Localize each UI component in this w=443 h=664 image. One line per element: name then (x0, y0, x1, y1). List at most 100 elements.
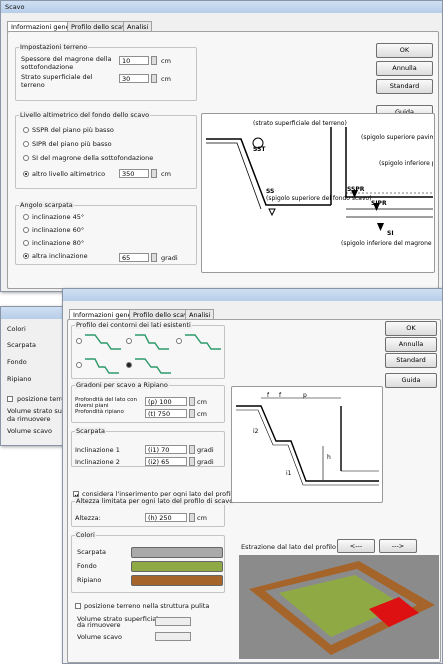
radio (127, 339, 132, 344)
text-input (155, 617, 191, 626)
preview-3d (239, 555, 439, 659)
button[interactable]: <--- (337, 539, 375, 553)
profile-icon (135, 359, 171, 373)
label: da rimuovere (7, 415, 50, 423)
button[interactable]: OK (385, 321, 437, 336)
spinner[interactable] (189, 445, 195, 454)
radio[interactable] (23, 240, 29, 246)
label: Fondo (77, 562, 97, 570)
radio[interactable] (23, 214, 29, 220)
text-input[interactable]: 30 (119, 74, 149, 83)
text-input[interactable]: (i1) 70 (145, 445, 187, 454)
button[interactable]: ---> (379, 539, 417, 553)
spinner[interactable] (189, 457, 195, 466)
label: Profondità ripiano (75, 409, 141, 415)
checkbox[interactable] (75, 603, 81, 609)
radio[interactable] (23, 171, 29, 177)
radio[interactable] (23, 127, 29, 133)
checkbox[interactable] (7, 396, 13, 402)
label: inclinazione 60° (32, 226, 84, 234)
diagram-label: p (303, 392, 307, 399)
label: SIPR del piano più basso (32, 140, 112, 148)
spinner[interactable] (189, 513, 195, 522)
spinner[interactable] (151, 56, 157, 65)
text-input[interactable]: (h) 250 (145, 513, 187, 522)
diagram-label: i2 (253, 428, 259, 435)
button[interactable]: OK (376, 43, 433, 58)
label: Scarpata (7, 341, 36, 349)
spinner[interactable] (189, 409, 195, 418)
diagram-label: SI (387, 230, 394, 237)
diagram: (strato superficiale del terreno)SSTSS(s… (201, 113, 433, 271)
diagram-label: (spigolo superiore pavimento al rustico) (361, 134, 433, 141)
label: Inclinazione 2 (75, 458, 120, 466)
radio (127, 363, 132, 368)
spinner[interactable] (151, 74, 157, 83)
label: Gradoni per scavo a Ripiano (75, 381, 169, 389)
label: cm (161, 57, 171, 65)
button[interactable]: Annulla (376, 61, 433, 76)
label: cm (197, 514, 207, 522)
diagram: ffpi2hi1 (231, 386, 381, 501)
label: Fondo (7, 358, 27, 366)
radio[interactable] (23, 253, 29, 259)
diagram-label: (strato superficiale del terreno) (253, 120, 347, 127)
diagram-label: SSPR (347, 186, 365, 193)
radio (77, 363, 82, 368)
radio[interactable] (23, 227, 29, 233)
spinner[interactable] (151, 253, 157, 262)
label: cm (197, 410, 207, 418)
label: Scarpata (77, 548, 106, 556)
screen: ScavoInformazioni generaliProfilo dello … (0, 0, 443, 664)
text-input[interactable]: 350 (119, 169, 149, 178)
button[interactable]: Standard (376, 79, 433, 94)
marker (269, 209, 275, 215)
profile-icon (135, 335, 169, 349)
text-input[interactable]: (i2) 65 (145, 457, 187, 466)
diagram-label: SST (253, 146, 266, 153)
label: Colori (75, 531, 96, 539)
dialog-back: ScavoInformazioni generaliProfilo dello … (0, 0, 443, 292)
profile-icon (85, 359, 119, 373)
label: SSPR del piano più basso (32, 126, 114, 134)
radio[interactable] (23, 155, 29, 161)
label: altro livello altimetrico (32, 170, 105, 178)
radio[interactable] (23, 141, 29, 147)
label: Volume scavo (77, 633, 122, 641)
label: Altezza limitata per ogni lato del profi… (75, 497, 234, 505)
label: cm (197, 398, 207, 406)
diagram-label: (spigolo inferiore del magrone della sot… (341, 240, 433, 247)
label: da rimuovere (77, 621, 120, 629)
radio (77, 339, 82, 344)
label: altra inclinazione (32, 252, 88, 260)
label: cm (161, 170, 171, 178)
text-input[interactable]: 10 (119, 56, 149, 65)
profile-icon (85, 335, 121, 349)
label: gradi (197, 446, 214, 454)
button[interactable]: Guida (385, 373, 437, 388)
button[interactable]: Standard (385, 353, 437, 368)
section-line (236, 410, 379, 485)
label: inclinazione 80° (32, 239, 84, 247)
diagram-label: i1 (286, 470, 292, 477)
text-input[interactable]: (t) 750 (145, 409, 187, 418)
label: Strato superficiale del terreno (21, 73, 116, 89)
button[interactable]: Annulla (385, 337, 437, 352)
section-line (236, 406, 379, 481)
spinner[interactable] (151, 169, 157, 178)
color-swatch[interactable] (131, 547, 223, 558)
section-line (206, 143, 433, 217)
label: inclinazione 45° (32, 213, 84, 221)
label: Angolo scarpata (19, 201, 74, 209)
label: Volume scavo (7, 427, 52, 435)
label: Ripiano (7, 375, 31, 383)
diagram-label: h (327, 454, 331, 461)
color-swatch[interactable] (131, 575, 223, 586)
spinner[interactable] (189, 397, 195, 406)
color-swatch[interactable] (131, 561, 223, 572)
diagram-label: (spigolo superiore del fondo scavo) (266, 195, 372, 202)
title-bar (1, 1, 442, 13)
text-input[interactable]: 65 (119, 253, 149, 262)
text-input[interactable]: (p) 100 (145, 397, 187, 406)
